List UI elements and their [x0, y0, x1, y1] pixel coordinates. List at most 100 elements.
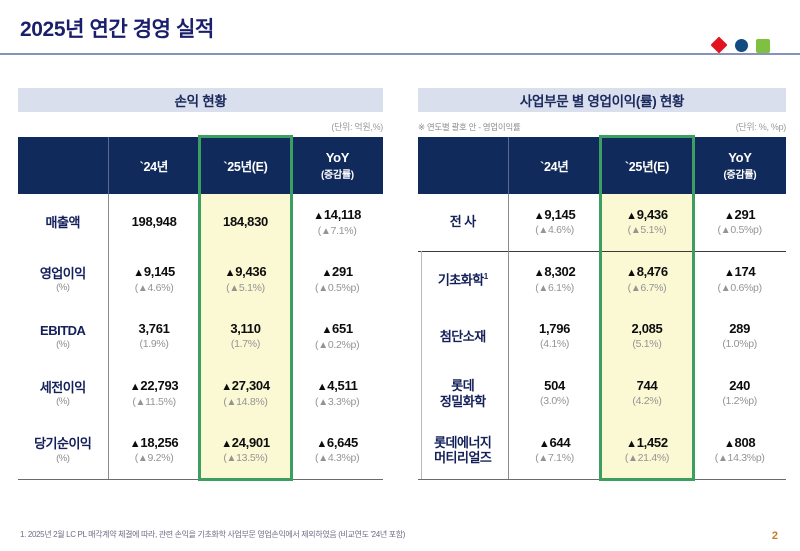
- decrease-triangle-icon: ▲: [720, 225, 731, 237]
- decrease-triangle-icon: ▲: [723, 437, 735, 450]
- table-cell: 744 (4.2%): [600, 365, 694, 422]
- table-cell: ▲644 (▲7.1%): [508, 422, 601, 480]
- table-cell: 504 (3.0%): [508, 365, 601, 422]
- table-row: 첨단소재 1,796 (4.1%) 2,085 (5.1%) 289 (1.0%p): [418, 308, 786, 365]
- decrease-triangle-icon: ▲: [316, 380, 328, 393]
- margin-fy24: (3.0%): [540, 395, 570, 408]
- margin-fy24: (4.1%): [540, 338, 570, 351]
- table-cell: ▲1,452 (▲21.4%): [600, 422, 694, 480]
- margin-yoy: (▲4.3%p): [315, 452, 360, 465]
- decrease-triangle-icon: ▲: [135, 396, 146, 408]
- table-body-right: 전 사 ▲9,145 (▲4.6%) ▲9,436 (▲5.1%) ▲291 (▲0.5%p…: [418, 194, 786, 480]
- logo-circle-icon: [735, 39, 748, 52]
- decrease-triangle-icon: ▲: [221, 380, 232, 393]
- table-head-right: `24년 `25년(E) YoY (증감률): [418, 137, 786, 194]
- table-cell: ▲18,256 (▲9.2%): [108, 422, 200, 480]
- margin-fy24: (▲11.5%): [132, 395, 176, 408]
- table-cell: ▲27,304 (▲14.8%): [199, 365, 292, 422]
- decrease-triangle-icon: ▲: [316, 437, 327, 450]
- footnote-text: 1. 2025년 2월 LC PL 매각계약 체결에 따라, 관련 손익을 기초…: [20, 530, 406, 539]
- table-cell: 198,948: [108, 194, 200, 251]
- table-cell: ▲22,793 (▲11.5%): [108, 365, 200, 422]
- table-wrapper-left: `24년 `25년(E) YoY (증감률) 매출액 198,948 184,830…: [18, 135, 383, 481]
- header-divider: [0, 53, 800, 55]
- segment-group-bracket: [421, 251, 422, 479]
- value-fy25e: 184,830: [223, 214, 268, 230]
- table-cell: 240 (1.2%p): [693, 365, 786, 422]
- value-fy24: ▲9,145: [133, 263, 175, 279]
- value-yoy: ▲6,645: [316, 434, 358, 450]
- margin-fy24: (1.9%): [139, 338, 169, 351]
- margin-fy25e: (▲5.1%): [226, 281, 265, 294]
- value-yoy: 240: [729, 378, 751, 394]
- column-header-yoy: YoY (증감률): [693, 137, 786, 194]
- table-row: 당기순이익 (%) ▲18,256 (▲9.2%) ▲24,901 (▲13.5%) ▲6,…: [18, 422, 383, 480]
- decrease-triangle-icon: ▲: [224, 266, 236, 279]
- table-cell: ▲9,145 (▲4.6%): [108, 251, 200, 308]
- column-header-fy24: `24년: [508, 137, 602, 194]
- segment-operating-profit-panel: 사업부문 별 영업이익(률) 현황 ※ 연도별 괄호 안 - 영업이익률 (단위…: [418, 88, 786, 481]
- table-cell: 3,110 (1.7%): [199, 308, 292, 365]
- value-fy24: 504: [544, 378, 565, 394]
- table-cell: ▲291 (▲0.5%p): [291, 251, 383, 308]
- column-header-fy24: `24년: [108, 137, 201, 194]
- value-fy25e: ▲8,476: [626, 264, 668, 280]
- margin-fy24: (▲7.1%): [535, 452, 574, 465]
- column-header-yoy: YoY (증감률): [291, 137, 383, 194]
- decrease-triangle-icon: ▲: [320, 225, 331, 237]
- decrease-triangle-icon: ▲: [717, 453, 728, 465]
- yoy-label: YoY: [325, 150, 350, 165]
- footnote-marker: 1: [483, 271, 488, 281]
- margin-yoy: (1.2%p): [722, 395, 757, 408]
- row-label: 기초화학1: [418, 250, 509, 308]
- income-statement-panel: 손익 현황 (단위: 억원,%) `24년 `25년(E) YoY (증감률) …: [18, 88, 383, 481]
- company-logo: [710, 36, 785, 55]
- panel-unit-left: (단위: 억원,%): [331, 122, 383, 132]
- decrease-triangle-icon: ▲: [129, 380, 141, 393]
- decrease-triangle-icon: ▲: [720, 282, 731, 294]
- margin-fy24: (▲9.2%): [134, 452, 174, 465]
- margin-yoy: (1.0%p): [722, 338, 757, 351]
- page-number: 2: [771, 530, 778, 542]
- decrease-triangle-icon: ▲: [133, 266, 144, 279]
- margin-yoy: (▲0.5%p): [315, 281, 360, 294]
- decrease-triangle-icon: ▲: [626, 437, 637, 450]
- row-label: 롯데 정밀화학: [418, 365, 509, 422]
- row-label-unit: (%): [56, 282, 70, 294]
- value-yoy: ▲291: [723, 206, 756, 222]
- value-yoy: ▲291: [321, 263, 353, 279]
- decrease-triangle-icon: ▲: [137, 453, 148, 465]
- table-head-left: `24년 `25년(E) YoY (증감률): [18, 137, 383, 194]
- table-header-row: `24년 `25년(E) YoY (증감률): [18, 137, 383, 194]
- table-header-row: `24년 `25년(E) YoY (증감률): [418, 137, 786, 194]
- row-label: 영업이익 (%): [18, 251, 109, 308]
- value-yoy: ▲4,511: [316, 377, 358, 393]
- slide-header: 2025년 연간 경영 실적: [0, 0, 800, 60]
- decrease-triangle-icon: ▲: [533, 209, 545, 222]
- decrease-triangle-icon: ▲: [538, 282, 549, 294]
- decrease-triangle-icon: ▲: [538, 453, 549, 465]
- margin-fy25e: (▲14.8%): [223, 395, 268, 408]
- value-fy24: ▲9,145: [533, 206, 576, 222]
- margin-fy25e: (5.1%): [632, 338, 662, 351]
- page-title: 2025년 연간 경영 실적: [20, 18, 214, 41]
- decrease-triangle-icon: ▲: [723, 267, 735, 280]
- row-label: 롯데에너지 머티리얼즈: [418, 422, 509, 480]
- value-fy25e: ▲1,452: [626, 434, 668, 450]
- decrease-triangle-icon: ▲: [229, 282, 239, 294]
- value-fy25e: ▲27,304: [221, 377, 270, 393]
- row-label: 세전이익 (%): [18, 365, 109, 422]
- decrease-triangle-icon: ▲: [318, 339, 328, 351]
- value-fy24: ▲644: [538, 434, 571, 450]
- panel-note-right: ※ 연도별 괄호 안 - 영업이익률: [418, 122, 521, 132]
- value-fy25e: 3,110: [230, 321, 261, 337]
- value-yoy: ▲808: [723, 434, 756, 450]
- value-fy25e: ▲9,436: [224, 263, 267, 279]
- value-fy24: ▲18,256: [129, 434, 179, 450]
- table-row: 세전이익 (%) ▲22,793 (▲11.5%) ▲27,304 (▲14.8%) ▲4,…: [18, 365, 383, 422]
- margin-yoy: (▲0.5%p): [717, 224, 763, 237]
- margin-fy25e: (▲13.5%): [223, 452, 268, 465]
- row-label: 첨단소재: [418, 308, 509, 365]
- value-fy25e: ▲24,901: [221, 434, 270, 450]
- decrease-triangle-icon: ▲: [626, 267, 637, 280]
